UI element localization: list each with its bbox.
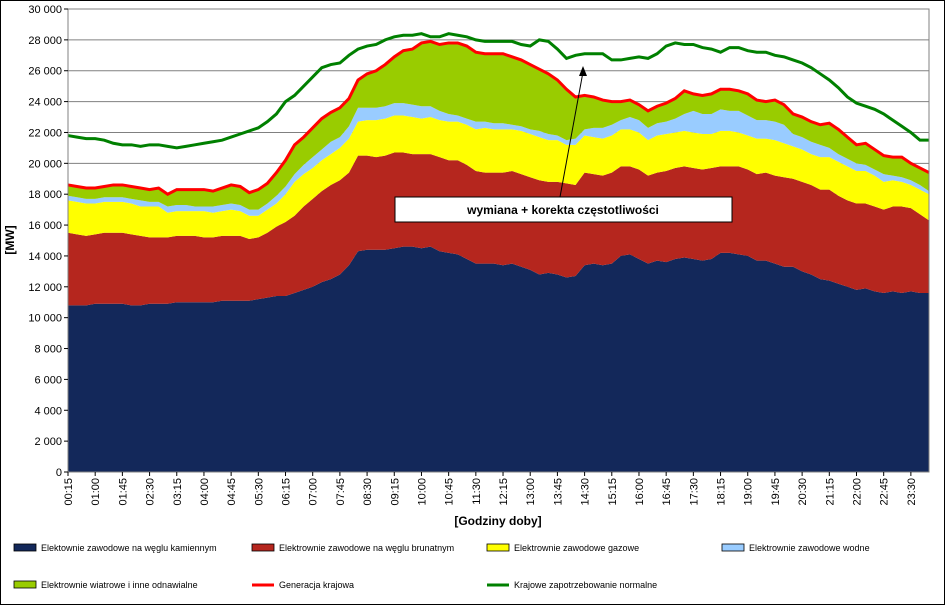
x-tick-label: 22:00 [851,478,863,506]
legend-swatch [721,543,745,552]
x-tick-label: 22:45 [879,478,891,506]
line [67,32,929,150]
annotation-arrow [559,71,584,198]
legend-swatch [13,543,37,552]
area [68,152,929,306]
y-tick-label: 12 000 [28,282,62,294]
legend-label: Elektrownie zawodowe na węglu brunatnym [279,543,454,553]
area [68,41,929,210]
x-tick-label: 16:00 [634,478,646,506]
legend-swatch [251,543,275,552]
x-tick-label: 00:15 [63,478,75,506]
x-tick-label: 04:00 [199,478,211,506]
x-tick-label: 01:00 [90,478,102,506]
x-tick-label: 01:45 [117,478,129,506]
x-tick-label: 07:00 [308,478,320,506]
area [68,103,929,216]
x-tick-label: 15:15 [607,478,619,506]
legend-swatch [486,543,510,552]
y-tick-label: 0 [56,467,62,479]
legend-label: Elektownie zawodowe na węglu kamiennym [41,543,217,553]
legend-label: Generacja krajowa [279,580,354,590]
x-tick-label: 11:30 [471,478,483,505]
x-tick-label: 18:15 [716,478,728,506]
x-tick-label: 13:45 [552,478,564,506]
x-tick-label: 12:15 [498,478,510,506]
x-tick-label: 06:15 [281,478,293,506]
x-tick-label: 08:30 [362,478,374,506]
x-tick-label: 10:45 [444,478,456,506]
legend-swatch [13,580,37,589]
y-tick-label: 2 000 [34,436,62,448]
legend-label: Krajowe zapotrzebowanie normalne [514,580,657,590]
x-tick-label: 17:30 [688,478,700,506]
x-tick-label: 20:30 [797,478,809,506]
x-tick-label: 05:30 [253,478,265,506]
legend-label: Elektrownie zawodowe wodne [749,543,870,553]
y-tick-label: 6 000 [34,374,62,386]
y-tick-label: 22 000 [28,127,62,139]
y-tick-label: 18 000 [28,189,62,201]
y-tick-label: 8 000 [34,344,62,356]
x-tick-label: 04:45 [226,478,238,506]
y-tick-label: 26 000 [28,66,62,78]
y-tick-label: 10 000 [28,313,62,325]
plot-border [67,8,930,473]
y-axis-title: [MW] [3,225,17,254]
y-tick-label: 4 000 [34,405,62,417]
x-tick-label: 19:00 [743,478,755,506]
x-tick-label: 23:30 [906,478,918,506]
area [68,246,929,472]
x-tick-label: 10:00 [416,478,428,506]
arrow-head [579,66,587,76]
x-tick-label: 07:45 [335,478,347,506]
y-tick-label: 30 000 [28,4,62,16]
x-tick-label: 13:00 [525,478,537,506]
x-tick-label: 03:15 [172,478,184,506]
y-tick-label: 28 000 [28,35,62,47]
y-tick-label: 24 000 [28,97,62,109]
y-tick-label: 16 000 [28,220,62,232]
line [67,39,930,196]
x-tick-label: 14:30 [580,478,592,506]
x-tick-label: 21:15 [824,478,836,506]
axes: 0 2 000 4 000 6 000 8 000 10 000 12 000 14 000 1… [28,4,918,506]
x-tick-label: 02:30 [145,478,157,506]
x-tick-label: 19:45 [770,478,782,506]
x-tick-label: 09:15 [389,478,401,506]
plot [67,32,930,472]
annotation: wymiana + korekta częstotliwości [466,203,659,217]
annotation-box [394,196,733,223]
x-axis-title: [Godziny doby] [454,514,541,528]
legend-label: Elektrownie wiatrowe i inne odnawialne [41,580,198,590]
x-tick-label: 16:45 [661,478,673,506]
y-tick-label: 14 000 [28,251,62,263]
legend: Elektownie zawodowe na węglu kamiennym El… [13,543,870,590]
legend-label: Elektrownie zawodowe gazowe [514,543,639,553]
y-tick-label: 20 000 [28,158,62,170]
area [68,115,929,239]
